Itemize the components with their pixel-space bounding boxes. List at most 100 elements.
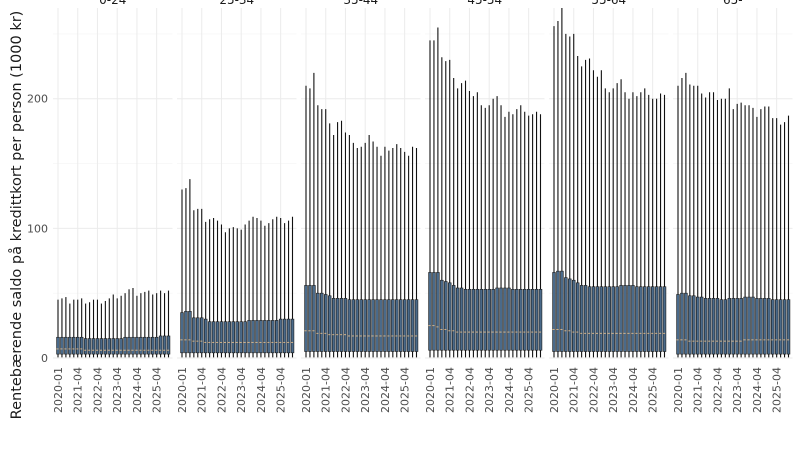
box-0-24-27 — [162, 293, 167, 358]
box-body — [219, 321, 224, 354]
box-body — [770, 299, 775, 355]
box-body — [99, 338, 104, 355]
box-65--26 — [778, 124, 783, 358]
box-body — [235, 321, 239, 354]
box-body — [451, 285, 456, 351]
box-65--5 — [696, 85, 700, 358]
box-body — [467, 288, 472, 351]
x-tick-label: 2023-04 — [111, 367, 124, 413]
box-body — [391, 299, 395, 352]
box-body — [64, 336, 68, 355]
box-25-34-25 — [278, 218, 283, 358]
box-35-44-18 — [375, 146, 379, 358]
box-25-34-13 — [231, 227, 236, 358]
box-body — [676, 294, 680, 355]
box-body — [759, 298, 763, 355]
box-45-54-4 — [444, 61, 448, 358]
box-body — [414, 299, 419, 352]
box-body — [255, 320, 259, 354]
box-body — [150, 336, 155, 355]
box-65--16 — [739, 102, 743, 358]
box-55-64-15 — [611, 88, 615, 358]
box-25-34-24 — [274, 216, 279, 358]
box-45-54-28 — [538, 114, 543, 358]
box-body — [579, 285, 584, 352]
x-tick-label: 2023-04 — [731, 367, 744, 413]
box-45-54-23 — [519, 105, 523, 358]
box-0-24-22 — [143, 291, 147, 358]
box-body — [662, 286, 667, 352]
x-tick-label: 2024-04 — [255, 367, 268, 413]
box-55-64-19 — [627, 98, 631, 358]
box-body — [623, 285, 627, 352]
box-55-64-9 — [587, 58, 592, 358]
box-45-54-7 — [455, 88, 460, 358]
box-55-64-5 — [572, 33, 576, 358]
box-35-44-22 — [391, 148, 395, 358]
x-tick-label: 2024-04 — [379, 367, 392, 413]
box-0-24-6 — [79, 298, 84, 358]
facet-panel-25-34: 25-34 2020-01 2021-04 2022-04 2023-04 2024-04… — [176, 0, 297, 413]
box-55-64-17 — [619, 79, 623, 358]
box-body — [522, 288, 527, 351]
box-body — [355, 299, 360, 352]
box-body — [538, 288, 543, 351]
y-tick-label: 200 — [27, 93, 48, 106]
box-65--7 — [703, 97, 708, 358]
box-55-64-18 — [623, 92, 627, 358]
box-35-44-19 — [379, 155, 383, 358]
box-35-44-17 — [371, 141, 375, 358]
x-tick-label: 2020-01 — [52, 367, 65, 413]
box-25-34-18 — [251, 216, 255, 358]
box-45-54-10 — [467, 90, 472, 358]
box-body — [207, 321, 212, 354]
box-body — [335, 298, 340, 352]
box-body — [239, 321, 243, 354]
box-body — [363, 299, 367, 352]
box-0-24-1 — [60, 298, 64, 358]
box-body — [436, 272, 440, 351]
box-body — [680, 292, 684, 355]
box-45-54-18 — [499, 105, 503, 358]
box-35-44-3 — [316, 105, 320, 358]
box-55-64-27 — [658, 93, 663, 358]
box-55-64-3 — [564, 33, 568, 358]
box-body — [371, 299, 375, 352]
box-35-44-6 — [327, 123, 332, 358]
box-65--20 — [755, 116, 759, 358]
box-35-44-2 — [312, 72, 316, 358]
box-body — [267, 320, 271, 354]
box-0-24-2 — [64, 297, 68, 358]
box-55-64-28 — [662, 94, 667, 358]
box-55-64-24 — [646, 94, 651, 358]
box-body — [703, 298, 708, 355]
box-body — [727, 298, 732, 355]
box-65--2 — [684, 72, 688, 358]
box-25-34-10 — [219, 224, 224, 358]
box-body — [763, 298, 767, 355]
box-25-34-9 — [215, 220, 220, 358]
box-0-24-3 — [68, 303, 72, 358]
box-0-24-28 — [166, 290, 171, 358]
box-0-24-10 — [95, 299, 100, 358]
box-body — [83, 338, 88, 355]
facet-strip-label: 45-54 — [467, 0, 502, 7]
box-body — [196, 317, 200, 354]
box-65--18 — [747, 105, 751, 358]
box-body — [463, 288, 468, 351]
box-body — [56, 336, 60, 355]
x-tick-label: 2022-04 — [711, 367, 724, 413]
box-55-64-26 — [654, 98, 659, 358]
box-body — [115, 338, 119, 355]
box-35-44-15 — [363, 142, 367, 358]
box-body — [459, 287, 464, 351]
box-25-34-8 — [211, 218, 216, 358]
box-55-64-13 — [603, 88, 608, 358]
box-65--25 — [774, 118, 779, 358]
box-45-54-21 — [511, 114, 515, 358]
box-body — [347, 299, 352, 352]
box-0-24-8 — [87, 302, 92, 358]
box-body — [158, 335, 163, 355]
box-body — [743, 296, 747, 355]
